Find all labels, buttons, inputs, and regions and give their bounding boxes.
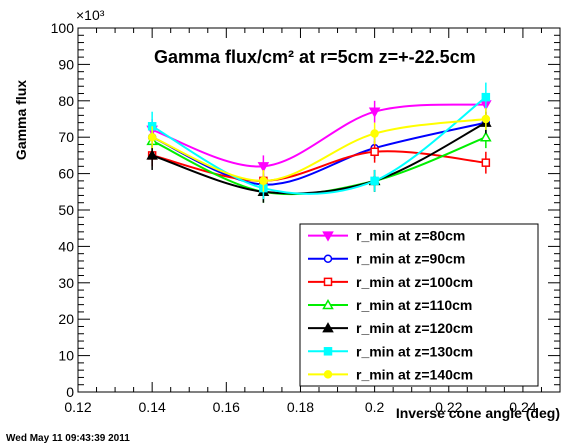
data-point [323,347,333,356]
y-tick-label: 10 [58,348,74,364]
series-line [151,118,486,182]
legend-entry: r_min at z=110cm [308,297,472,313]
legend-label: r_min at z=120cm [356,320,473,336]
series-line [151,103,486,168]
data-point [323,277,333,287]
y-tick-label: 80 [58,93,74,109]
chart-title: Gamma flux/cm² at r=5cm z=+-22.5cm [154,47,476,67]
data-point [147,132,157,142]
x-tick-label: 0.14 [139,399,166,415]
data-point [481,92,491,102]
data-point [146,149,158,160]
x-tick-label: 0.18 [287,399,314,415]
x-tick-label: 0.22 [435,399,462,415]
series-line [151,121,487,186]
y-tick-label: 90 [58,56,74,72]
y-tick-label: 40 [58,238,74,254]
data-point [368,107,381,118]
data-point [323,254,333,263]
data-point [322,322,334,333]
legend-entry: r_min at z=130cm [308,343,473,359]
legend-label: r_min at z=100cm [356,274,473,290]
series-line [151,136,487,196]
x-tick-label: 0.24 [509,399,536,415]
data-point [323,370,333,379]
footer-timestamp: Wed May 11 09:43:39 2011 [6,433,130,444]
legend-entry: r_min at z=140cm [308,366,473,382]
series-line [151,150,486,182]
y-tick-label: 100 [51,20,75,36]
y-axis-title: Gamma flux [13,80,29,160]
data-point [370,176,379,186]
data-point [259,176,268,186]
data-point [480,131,492,142]
legend-entry: r_min at z=80cm [308,228,465,244]
x-tick-label: 0.16 [213,399,240,415]
y-tick-label: 60 [58,166,74,182]
y-tick-label: 0 [66,384,74,400]
legend-label: r_min at z=90cm [356,251,465,267]
data-point [481,114,491,124]
data-point [322,231,334,242]
data-point [370,147,379,157]
x-tick-label: 0.12 [64,399,91,415]
x-tick-label: 0.2 [365,399,385,415]
legend-entry: r_min at z=90cm [308,251,465,267]
legend-entry: r_min at z=120cm [308,320,473,336]
x-axis-title: Inverse cone angle (deg) [396,405,560,421]
legend-label: r_min at z=140cm [356,366,473,382]
series-line [151,121,487,195]
y-axis-exponent: ×10³ [76,7,105,23]
series-1 [146,93,492,178]
legend-label: r_min at z=130cm [356,343,473,359]
data-point [322,298,334,310]
data-point [481,158,491,167]
y-tick-label: 20 [58,311,74,327]
legend-entry: r_min at z=100cm [308,274,473,290]
legend-label: r_min at z=110cm [356,297,472,313]
series-line [151,96,487,195]
data-point [257,162,270,173]
y-tick-label: 70 [58,129,74,145]
data-point [370,129,379,138]
series-7 [147,108,491,192]
y-tick-label: 30 [58,275,74,291]
y-tick-label: 50 [58,202,74,218]
legend-label: r_min at z=80cm [356,228,465,244]
